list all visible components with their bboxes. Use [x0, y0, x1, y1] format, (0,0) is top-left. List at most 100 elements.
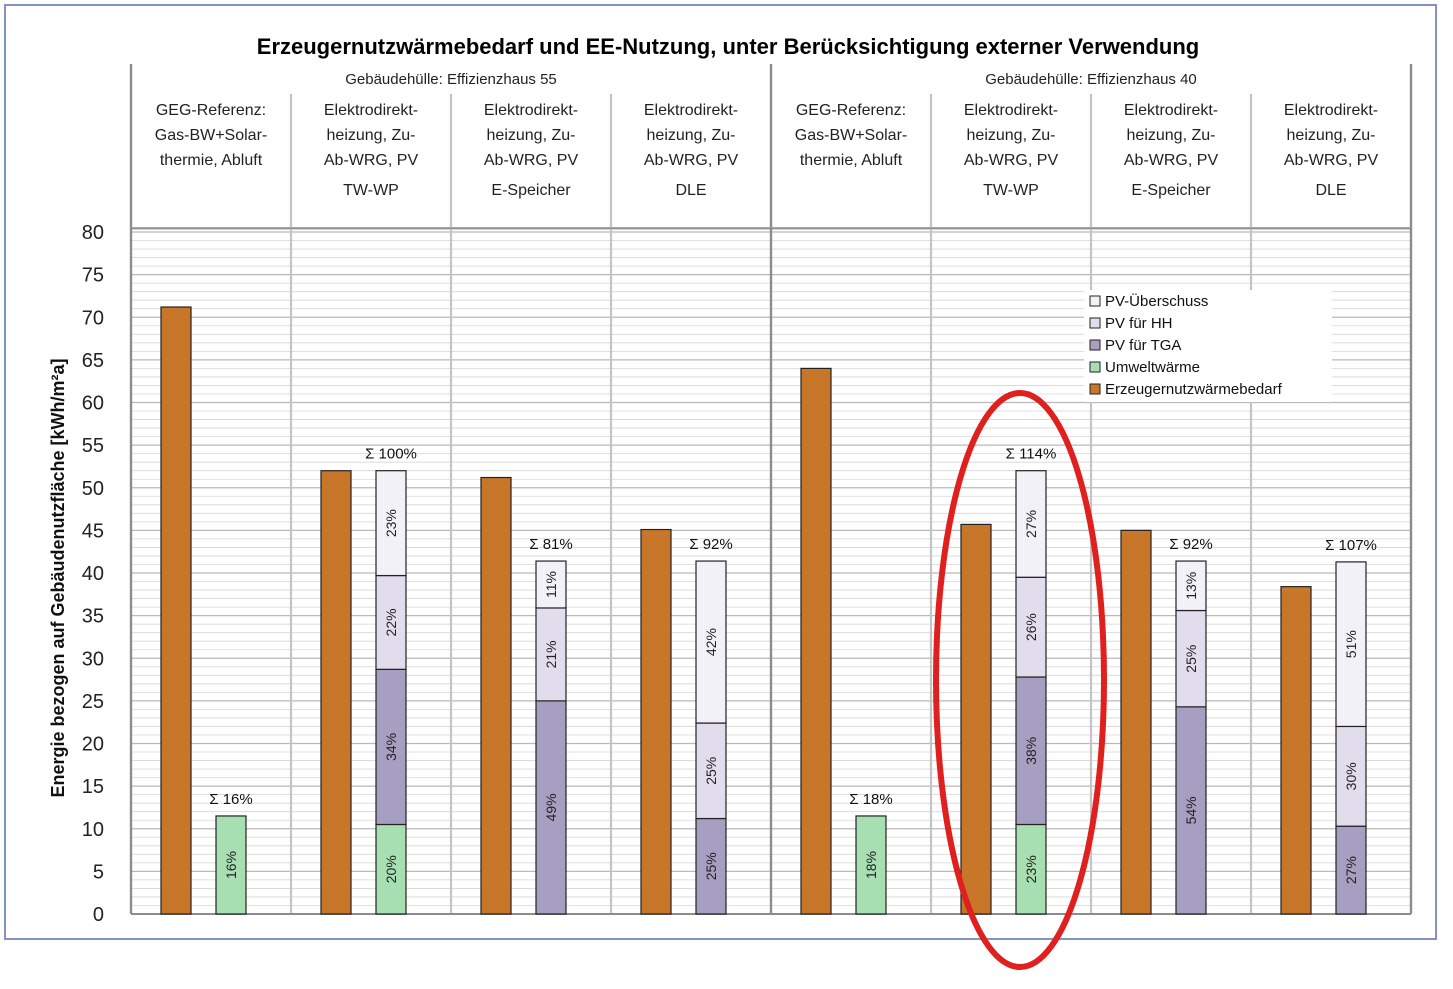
y-tick-label: 65 — [82, 350, 104, 372]
erzeugernutzwaermebedarf-bar — [480, 476, 512, 915]
erzeugernutzwaermebedarf-bar — [960, 523, 992, 915]
legend-label: Umweltwärme — [1105, 359, 1200, 376]
pv-hh-segment — [1015, 576, 1047, 678]
y-tick-label: 25 — [82, 691, 104, 713]
category-header-line: Ab-WRG, PV — [1124, 152, 1219, 169]
segment-label: 25% — [703, 852, 719, 880]
segment-label: 54% — [1183, 796, 1199, 824]
category-header-line: DLE — [1315, 182, 1346, 199]
category-header-line: thermie, Abluft — [160, 152, 263, 169]
category-header-line: Ab-WRG, PV — [484, 152, 579, 169]
category-header-line: heizung, Zu- — [487, 127, 576, 144]
pv-hh-segment — [375, 574, 407, 670]
category-header-line: DLE — [675, 182, 706, 199]
pv-tga-segment — [1335, 825, 1367, 915]
legend-swatch — [1089, 295, 1101, 307]
y-tick-label: 5 — [93, 861, 104, 883]
y-tick-label: 80 — [82, 222, 104, 244]
sum-label: Σ 100% — [365, 446, 417, 463]
pv-hh-segment — [695, 722, 727, 820]
segment-label: 26% — [1023, 613, 1039, 641]
segment-label: 20% — [383, 855, 399, 883]
legend-label: PV-Überschuss — [1105, 292, 1208, 310]
category-header-line: heizung, Zu- — [1287, 127, 1376, 144]
category-header-line: Ab-WRG, PV — [644, 152, 739, 169]
segment-label: 38% — [1023, 737, 1039, 765]
sum-label: Σ 16% — [209, 791, 252, 808]
category-header-line: heizung, Zu- — [1127, 127, 1216, 144]
erzeugernutzwaermebedarf-bar — [1280, 586, 1312, 915]
sum-label: Σ 107% — [1325, 537, 1377, 554]
legend-label: PV für HH — [1105, 315, 1173, 332]
segment-label: 21% — [543, 640, 559, 668]
umweltwaerme-segment — [215, 815, 247, 915]
category-header-line: Elektrodirekt- — [484, 102, 578, 119]
segment-label: 34% — [383, 733, 399, 761]
pv-hh-segment — [1335, 725, 1367, 827]
label-layer: 16% Σ 16% 20% 34% 22% 23% Σ 100% 49% 21% 11% Σ 81%… — [209, 390, 1377, 970]
category-header-line: Elektrodirekt- — [1124, 102, 1218, 119]
category-header-line: GEG-Referenz: — [156, 102, 266, 119]
y-tick-label: 55 — [82, 435, 104, 457]
pv-hh-segment — [535, 607, 567, 702]
legend-swatch — [1089, 361, 1101, 373]
category-header-line: Elektrodirekt- — [1284, 102, 1378, 119]
y-tick-label: 0 — [93, 904, 104, 926]
pv-ueberschuss-segment — [535, 560, 567, 609]
sum-label: Σ 81% — [529, 536, 572, 553]
segment-label: 25% — [703, 757, 719, 785]
umweltwaerme-segment — [1015, 823, 1047, 915]
segment-label: 13% — [1183, 572, 1199, 600]
segment-label: 23% — [1023, 855, 1039, 883]
segment-label: 22% — [383, 608, 399, 636]
segment-label: 25% — [1183, 645, 1199, 673]
segment-label: 27% — [1023, 510, 1039, 538]
pv-ueberschuss-segment — [375, 470, 407, 577]
legend-swatch — [1089, 317, 1101, 329]
erzeugernutzwaermebedarf-bar — [800, 367, 832, 915]
y-tick-label: 20 — [82, 734, 104, 756]
category-header-line: E-Speicher — [1131, 182, 1211, 199]
erzeugernutzwaermebedarf-bar — [1120, 529, 1152, 915]
y-tick-label: 30 — [82, 648, 104, 670]
category-header-line: GEG-Referenz: — [796, 102, 906, 119]
y-tick-label: 40 — [82, 563, 104, 585]
y-tick-label: 75 — [82, 265, 104, 287]
chart-title: Erzeugernutzwärmebedarf und EE-Nutzung, … — [257, 34, 1199, 59]
umweltwaerme-segment — [855, 815, 887, 915]
group-header: Gebäudehülle: Effizienzhaus 40 — [985, 71, 1197, 88]
header-layer: Gebäudehülle: Effizienzhaus 55 Gebäudehül… — [155, 71, 1379, 199]
category-header-line: heizung, Zu- — [327, 127, 416, 144]
segment-label: 42% — [703, 628, 719, 656]
segment-label: 51% — [1343, 630, 1359, 658]
legend-layer: PV-Überschuss PV für HH PV für TGA Umweltwä… — [1084, 290, 1332, 402]
y-tick-label: 35 — [82, 606, 104, 628]
y-tick-label: 15 — [82, 776, 104, 798]
sum-label: Σ 18% — [849, 791, 892, 808]
category-header-line: Ab-WRG, PV — [964, 152, 1059, 169]
sum-label: Σ 92% — [689, 536, 732, 553]
y-tick-label: 70 — [82, 307, 104, 329]
pv-ueberschuss-segment — [695, 560, 727, 724]
category-header-line: TW-WP — [983, 182, 1039, 199]
y-tick-label: 45 — [82, 520, 104, 542]
legend-box — [1084, 290, 1332, 402]
category-header-line: thermie, Abluft — [800, 152, 903, 169]
legend-swatch — [1089, 339, 1101, 351]
category-header-line: Elektrodirekt- — [324, 102, 418, 119]
erzeugernutzwaermebedarf-bar — [640, 528, 672, 915]
segment-label: 18% — [863, 851, 879, 879]
pv-ueberschuss-segment — [1175, 560, 1207, 612]
pv-ueberschuss-segment — [1015, 470, 1047, 578]
erzeugernutzwaermebedarf-bar — [320, 470, 352, 915]
pv-ueberschuss-segment — [1335, 561, 1367, 728]
segment-label: 23% — [383, 509, 399, 537]
category-header-line: Gas-BW+Solar- — [155, 127, 267, 144]
category-header-line: heizung, Zu- — [647, 127, 736, 144]
category-header-line: E-Speicher — [491, 182, 571, 199]
y-tick-label: 50 — [82, 478, 104, 500]
category-header-line: Ab-WRG, PV — [1284, 152, 1379, 169]
category-header-line: Elektrodirekt- — [644, 102, 738, 119]
